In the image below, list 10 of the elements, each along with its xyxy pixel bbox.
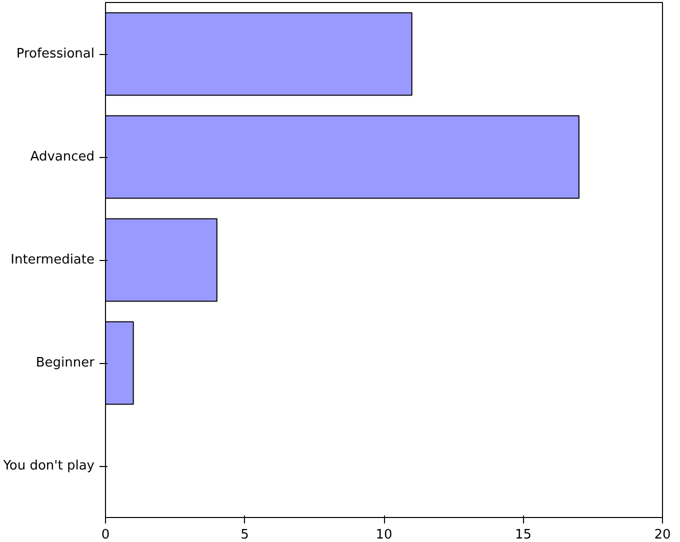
x-tick-label: 15 bbox=[514, 528, 532, 542]
x-tick-label: 0 bbox=[101, 528, 110, 542]
y-tick-label: Advanced bbox=[30, 150, 95, 164]
y-tick-label: Intermediate bbox=[10, 252, 95, 268]
x-tick-label: 5 bbox=[240, 528, 249, 542]
y-tick-label: Beginner bbox=[36, 356, 96, 370]
x-tick-label: 10 bbox=[376, 528, 392, 542]
y-tick-label: Professional bbox=[16, 46, 95, 62]
x-tick-label: 20 bbox=[654, 528, 671, 542]
y-tick-label: You don't play bbox=[2, 458, 95, 474]
